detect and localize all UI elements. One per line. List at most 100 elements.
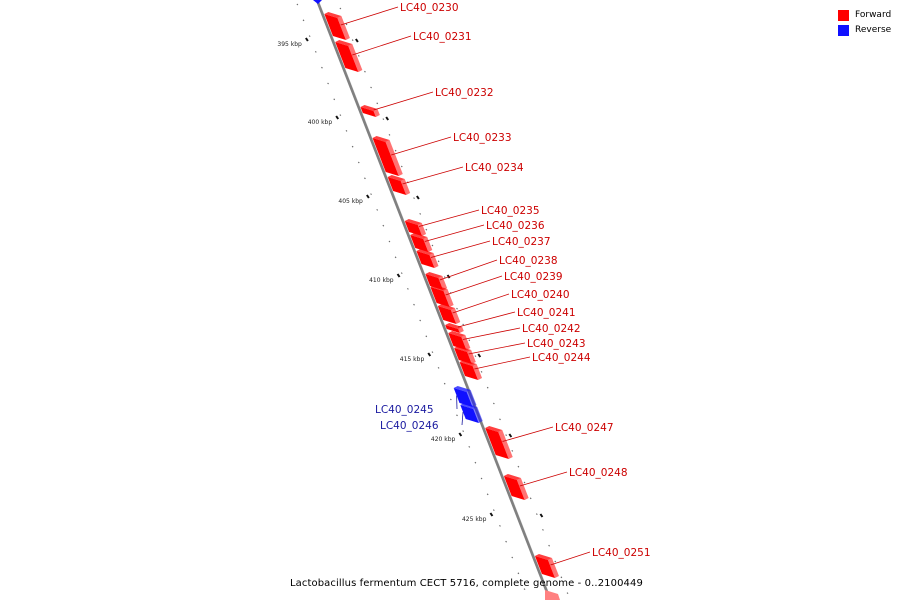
reverse-swatch [838,25,849,36]
gene-leader-line [550,551,591,566]
minor-tick-left [314,51,317,53]
gene-label: LC40_0242 [522,323,581,335]
gene-box-front [445,325,460,333]
gene-box-front [534,556,555,578]
gene-box-front [410,235,429,252]
minor-tick-right [548,544,550,547]
gene-box-top [534,554,552,560]
legend-reverse-label: Reverse [855,25,892,35]
gene-box-front [453,388,473,407]
gene-label: LC40_0247 [555,422,614,434]
minor-tick-right [529,497,532,500]
major-tick [458,432,463,437]
minor-tick-left [357,161,360,164]
gene-box-front [425,274,444,290]
gene-box-top [360,105,378,111]
gene-leader-line [461,411,464,426]
minor-tick-left [406,288,409,290]
minor-tick-left [443,382,446,385]
gene-box-top [453,386,471,392]
gene-box-front [387,177,407,195]
gene-box-top [324,12,342,18]
minor-tick-left [511,556,514,559]
gene-box-side [472,364,483,380]
gene-LC40_0241 [445,323,464,333]
minor-tick-left [456,414,458,417]
gene-label: LC40_0238 [499,255,558,267]
minor-tick-left [499,525,501,527]
minor-tick-right [468,339,471,342]
minor-tick-left [474,461,477,464]
minor-tick-right [419,213,422,215]
gene-leader-line [340,6,399,26]
minor-tick-left [345,130,348,132]
minor-tick-left [321,66,323,69]
gene-label: LC40_0232 [435,87,494,99]
minor-tick-left [388,240,391,243]
major-tick-right [385,116,390,121]
gene-box-front [430,287,450,307]
major-tick-right [416,195,420,200]
gene-box-top [460,403,478,409]
minor-tick-right [505,434,508,436]
gene-partial-bottom [545,590,560,600]
gene-box-side [473,407,483,423]
minor-tick-right [431,244,434,247]
gene-box-top [416,249,434,255]
gene-label: LC40_0244 [532,352,591,364]
gene-LC40_0245 [453,386,477,407]
gene-LC40_0233 [372,136,403,176]
gene-leader-line [352,35,412,56]
minor-tick-right [566,592,569,594]
tick-label: 410 kbp [369,277,394,284]
minor-tick-right [480,371,483,373]
minor-tick-right [443,276,446,278]
gene-leader-line [474,356,531,370]
minor-tick-left [517,572,520,575]
minor-tick-left [376,209,379,211]
minor-tick-left [339,114,342,116]
major-tick-right [539,513,544,518]
minor-tick-right [511,450,514,452]
axis-line [315,0,552,600]
minor-tick-right [486,386,489,389]
gene-leader-line [391,136,452,156]
minor-tick-right [382,118,385,120]
tick-label: 405 kbp [338,198,363,205]
gene-box-front [503,476,525,500]
gene-box-side [547,558,559,578]
gene-leader-line [462,327,521,340]
tick-label: 415 kbp [400,356,425,363]
minor-tick-left [302,19,305,22]
gene-box-top [459,360,477,366]
tick-label: 400 kbp [308,119,333,126]
minor-tick-left [351,145,354,148]
gene-LC40_0240 [437,304,461,324]
minor-tick-right [400,165,403,168]
gene-label: LC40_0243 [527,338,586,350]
gene-box-front [459,362,479,380]
gene-LC40_0230 [324,12,350,40]
major-tick [396,273,401,278]
gene-LC40_0247 [485,426,513,459]
gene-label: LC40_0240 [511,289,570,301]
minor-tick-right [560,576,563,579]
major-tick [366,194,370,199]
gene-label: LC40_0233 [453,132,512,144]
tick-label: 420 kbp [431,436,456,443]
gene-label: LC40_0230 [400,2,459,14]
gene-LC40_0231 [335,40,363,72]
minor-tick-right [351,39,354,41]
forward-swatch [838,10,849,21]
gene-box-top [445,323,463,329]
minor-tick-left [296,3,299,6]
gene-LC40_0234 [387,175,411,195]
gene-box-front [372,138,399,176]
gene-box-side [385,140,403,176]
gene-box-side [466,390,477,407]
minor-tick-left [400,272,403,274]
minor-tick-left [486,493,489,496]
gene-box-top [503,474,521,480]
minor-tick-right [499,418,501,421]
